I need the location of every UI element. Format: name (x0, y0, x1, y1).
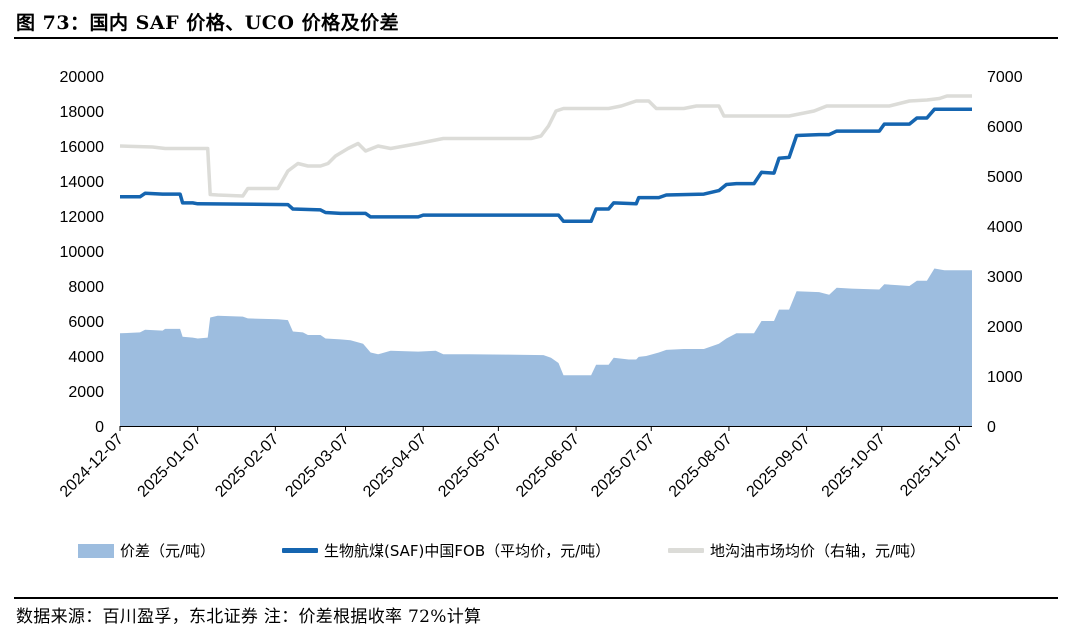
y-right-tick-label: 5000 (987, 169, 1023, 186)
diesel-line-series (119, 94, 972, 198)
x-tick-label: 2025-07-07 (588, 431, 658, 501)
x-tick-label: 2025-10-07 (819, 431, 889, 501)
diesel-line (119, 94, 972, 198)
legend-item-diesel: 地沟油市场均价（右轴，元/吨） (668, 540, 925, 561)
legend: 价差（元/吨） 生物航煤(SAF)中国FOB（平均价，元/吨） 地沟油市场均价（… (0, 540, 1080, 564)
y-right-tick-label: 4000 (987, 219, 1023, 236)
x-tick-label: 2025-06-07 (513, 431, 583, 501)
y-left-tick-label: 20000 (60, 69, 105, 86)
x-tick-label: 2025-08-07 (666, 431, 736, 501)
legend-swatch-saf (282, 548, 318, 553)
y-right-tick-label: 1000 (987, 369, 1023, 386)
right-y-axis-ticks: 0 1000 2000 3000 4000 5000 6000 7000 (987, 69, 1023, 436)
chart: 0200040006000800010000120001400016000180… (57, 69, 1023, 501)
x-tick-label: 2025-02-07 (212, 431, 282, 501)
y-right-tick-label: 3000 (987, 269, 1023, 286)
x-tick-label: 2025-05-07 (435, 431, 505, 501)
left-y-axis-ticks: 0 2000 4000 6000 8000 10000 12000 14000 16000 180… (60, 69, 105, 436)
x-axis-ticks: 2024-12-07 2025-01-07 2025-02-07 2025-03-07… (57, 426, 966, 501)
source-note: 数据来源：百川盈孚，东北证券 注：价差根据收率 72%计算 (16, 607, 482, 627)
legend-item-spread: 价差（元/吨） (78, 540, 215, 561)
y-left-tick-label: 12000 (60, 209, 105, 226)
spread-area-series (120, 268, 972, 426)
y-left-tick-label: 6000 (68, 314, 104, 331)
saf-line-series (120, 107, 972, 224)
y-right-tick-label: 7000 (987, 69, 1023, 86)
y-right-tick-label: 6000 (987, 119, 1023, 136)
legend-label-saf: 生物航煤(SAF)中国FOB（平均价，元/吨） (324, 542, 611, 560)
spread-area (120, 268, 972, 426)
y-left-tick-label: 8000 (68, 279, 104, 296)
y-left-tick-label: 14000 (60, 174, 105, 191)
legend-swatch-spread (78, 543, 114, 558)
y-right-tick-label: 2000 (987, 319, 1023, 336)
x-tick-label: 2025-04-07 (360, 431, 430, 501)
legend-label-spread: 价差（元/吨） (120, 542, 216, 560)
x-tick-label: 2025-11-07 (897, 431, 966, 500)
y-left-tick-label: 4000 (68, 349, 104, 366)
y-left-tick-label: 18000 (60, 104, 105, 121)
y-left-tick-label: 10000 (60, 244, 105, 261)
y-right-tick-label: 0 (987, 419, 996, 436)
legend-swatch-diesel (668, 548, 704, 553)
x-tick-label: 2025-03-07 (282, 431, 352, 501)
y-left-tick-label: 2000 (68, 384, 104, 401)
bottom-rule (14, 597, 1058, 599)
x-tick-label: 2024-12-07 (57, 431, 127, 501)
y-left-tick-label: 0 (95, 419, 104, 436)
legend-label-diesel: 地沟油市场均价（右轴，元/吨） (710, 542, 926, 560)
legend-item-saf: 生物航煤(SAF)中国FOB（平均价，元/吨） (282, 540, 610, 561)
figure-title: 图 73：国内 SAF 价格、UCO 价格及价差 (16, 12, 400, 34)
y-left-tick-label: 16000 (60, 139, 105, 156)
x-tick-label: 2025-01-07 (135, 431, 205, 501)
top-rule (14, 37, 1058, 39)
saf-line (120, 107, 972, 224)
x-tick-label: 2025-09-07 (744, 431, 814, 501)
